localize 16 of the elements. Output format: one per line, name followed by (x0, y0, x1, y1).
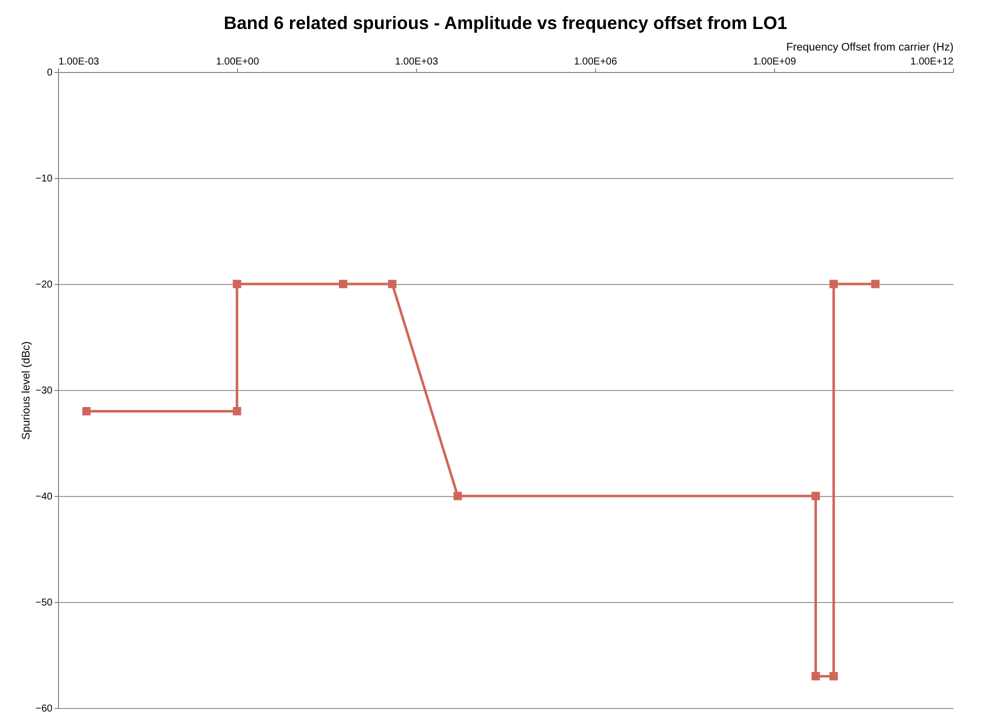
y-tick-label: −10 (36, 174, 53, 184)
chart-title: Band 6 related spurious - Amplitude vs frequency offset from LO1 (224, 13, 788, 33)
x-tick-label: 1.00E+09 (752, 56, 796, 68)
x-tick-label: 1.00E+06 (574, 56, 618, 68)
y-tick-label: −30 (36, 386, 53, 396)
x-axis-title: Frequency Offset from carrier (Hz) (786, 42, 954, 54)
y-tick-label: 0 (46, 68, 53, 78)
y-tick-label: −40 (36, 492, 53, 502)
y-tick-label: −50 (36, 598, 53, 608)
x-tick-label: 1.00E-03 (58, 56, 100, 68)
x-tick-label: 1.00E+00 (216, 56, 260, 68)
y-tick-label: −60 (36, 704, 53, 714)
x-tick-label: 1.00E+03 (394, 56, 438, 68)
y-tick-label: −20 (36, 280, 53, 290)
y-axis-title: Spurious level (dBc) (20, 341, 33, 440)
x-tick-label: 1.00E+12 (910, 56, 954, 68)
